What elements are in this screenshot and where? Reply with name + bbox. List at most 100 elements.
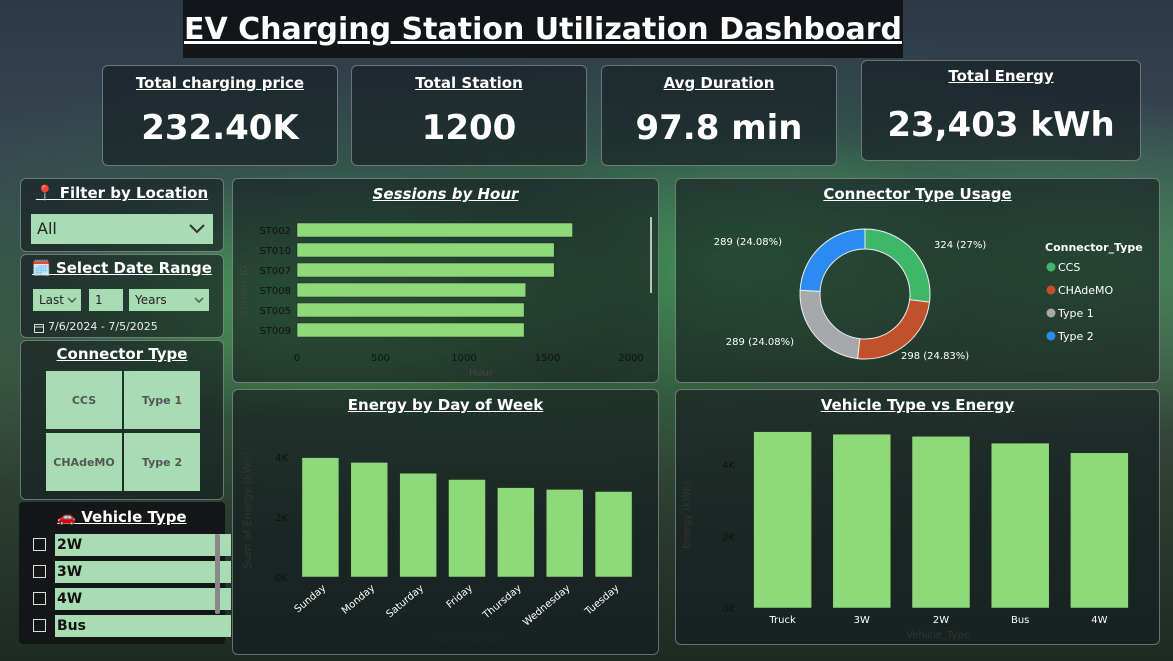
x-axis-label: DayOfWeek xyxy=(434,635,499,648)
connector-usage-chart: 324 (27%) 298 (24.83%) 289 (24.08%) 289 (24… xyxy=(714,228,1143,362)
y-tick-label: 0K xyxy=(275,573,288,584)
bar xyxy=(1070,452,1129,609)
checkbox[interactable] xyxy=(33,592,46,605)
connector-filter-panel: Connector Type CCS Type 1 CHAdeMO Type 2 xyxy=(20,340,224,500)
data-label: 298 (24.83%) xyxy=(901,351,969,362)
y-tick-label: ST005 xyxy=(259,306,291,317)
date-filter-panel: 🗓️ Select Date Range Last 1 Years 7/6/20… xyxy=(20,254,224,338)
count-input[interactable]: 1 xyxy=(89,289,123,311)
y-tick-label: 2K xyxy=(275,513,288,524)
chart-title: Energy by Day of Week xyxy=(347,396,544,414)
chart-title: Vehicle Type vs Energy xyxy=(820,396,1015,414)
sessions-by-hour-panel: Sessions by Hour ST002 ST010 ST007 ST008 ST0… xyxy=(232,178,659,383)
x-tick-label: Thursday xyxy=(480,583,524,622)
location-dropdown-value: All xyxy=(37,219,57,238)
title-bar: EV Charging Station Utilization Dashboar… xyxy=(183,0,903,58)
kpi-value: 97.8 min xyxy=(635,108,803,148)
x-tick-label: 2000 xyxy=(618,353,643,364)
x-tick-label: Friday xyxy=(445,583,475,611)
donut-slice xyxy=(799,228,866,292)
kpi-value: 232.40K xyxy=(141,108,299,148)
bar xyxy=(296,322,525,338)
x-axis-label: Hour xyxy=(469,368,494,379)
x-tick-label: 4W xyxy=(1091,615,1107,626)
vehicle-filter-title: 🚗 Vehicle Type xyxy=(57,508,187,526)
connector-tile-ccs[interactable]: CCS xyxy=(46,371,122,429)
y-axis-label: Energy (kWh) xyxy=(682,481,693,549)
data-label: 289 (24.08%) xyxy=(726,337,794,348)
legend-marker xyxy=(1046,285,1056,295)
vehicle-list-scrollbar[interactable] xyxy=(215,534,220,614)
vehicle-option-label: 2W xyxy=(55,534,231,556)
bar xyxy=(301,457,340,578)
x-axis-label: Vehicle_Type xyxy=(906,630,970,641)
connector-usage-panel: Connector Type Usage 324 (27%) 298 (24.83… xyxy=(675,178,1160,383)
chevron-down-icon xyxy=(194,297,204,303)
x-tick-label: Wednesday xyxy=(521,583,572,629)
kpi-value: 1200 xyxy=(421,108,517,148)
bar xyxy=(911,436,971,609)
bar xyxy=(296,222,573,238)
kpi-card-avg-duration: Avg Duration 97.8 min xyxy=(601,65,837,166)
legend-marker xyxy=(1046,331,1056,341)
vehicle-energy-panel: Vehicle Type vs Energy 0K 2K 4K Truck 3W 2W Bu… xyxy=(675,389,1160,645)
location-dropdown[interactable]: All xyxy=(31,214,213,244)
bar xyxy=(594,491,633,578)
connector-filter-title: Connector Type xyxy=(56,345,188,363)
checkbox[interactable] xyxy=(33,619,46,632)
period-dropdown[interactable]: Last xyxy=(33,289,81,311)
chevron-down-icon xyxy=(189,224,205,234)
legend-marker xyxy=(1046,308,1056,318)
bar xyxy=(350,462,389,578)
connector-tile-chademo[interactable]: CHAdeMO xyxy=(46,433,122,491)
energy-by-day-panel: Energy by Day of Week 0K 2K 4K Sunday Monday… xyxy=(232,389,659,655)
kpi-card-total-price: Total charging price 232.40K xyxy=(102,65,338,166)
x-tick-label: 2W xyxy=(933,615,949,626)
bar xyxy=(497,487,535,578)
connector-tile-type1[interactable]: Type 1 xyxy=(124,371,200,429)
bar xyxy=(296,282,527,298)
vehicle-option-bus[interactable]: Bus xyxy=(33,615,233,637)
donut-slice xyxy=(799,289,861,360)
y-tick-label: 4K xyxy=(275,453,288,464)
y-tick-label: ST009 xyxy=(259,326,291,337)
bar xyxy=(296,262,555,278)
checkbox[interactable] xyxy=(33,538,46,551)
x-tick-label: 1000 xyxy=(451,353,476,364)
vehicle-option-3w[interactable]: 3W xyxy=(33,561,233,583)
x-tick-label: Tuesday xyxy=(582,583,621,618)
legend-label: Type 1 xyxy=(1057,307,1094,320)
x-tick-label: 1500 xyxy=(535,353,560,364)
y-axis-label: Station_ID xyxy=(239,265,250,317)
kpi-label: Total charging price xyxy=(135,74,305,92)
energy-by-day-chart: 0K 2K 4K Sunday Monday Saturday Friday Thursday… xyxy=(241,451,633,648)
x-tick-label: Truck xyxy=(768,615,796,626)
sessions-by-hour-chart: ST002 ST010 ST007 ST008 ST005 ST009 0 500 1000 15… xyxy=(239,217,652,379)
vehicle-option-4w[interactable]: 4W xyxy=(33,588,233,610)
count-input-value: 1 xyxy=(95,293,103,307)
vehicle-option-2w[interactable]: 2W xyxy=(33,534,233,556)
kpi-card-total-energy: Total Energy 23,403 kWh xyxy=(861,60,1141,161)
calendar-icon[interactable] xyxy=(34,323,44,333)
kpi-value: 23,403 kWh xyxy=(887,105,1115,145)
chart-title: Connector Type Usage xyxy=(823,185,1012,203)
x-tick-label: Bus xyxy=(1011,615,1029,626)
y-tick-label: ST010 xyxy=(259,246,291,257)
y-tick-label: ST007 xyxy=(259,266,291,277)
x-tick-label: 0 xyxy=(294,353,300,364)
legend-title: Connector_Type xyxy=(1045,241,1143,254)
x-tick-label: 3W xyxy=(854,615,870,626)
vehicle-option-label: 3W xyxy=(55,561,231,583)
unit-dropdown[interactable]: Years xyxy=(129,289,209,311)
date-filter-title: 🗓️ Select Date Range xyxy=(32,259,212,277)
legend-label: CHAdeMO xyxy=(1058,284,1114,297)
period-dropdown-value: Last xyxy=(39,293,64,307)
bar xyxy=(832,433,892,609)
connector-tile-type2[interactable]: Type 2 xyxy=(124,433,200,491)
y-axis-label: Sum of Energy (kWh) xyxy=(241,451,254,568)
checkbox[interactable] xyxy=(33,565,46,578)
y-tick-label: 0K xyxy=(722,604,735,615)
donut-slice xyxy=(864,228,931,303)
vehicle-filter-panel: 🚗 Vehicle Type 2W 3W 4W Bus xyxy=(19,502,231,644)
kpi-label: Avg Duration xyxy=(663,74,775,92)
